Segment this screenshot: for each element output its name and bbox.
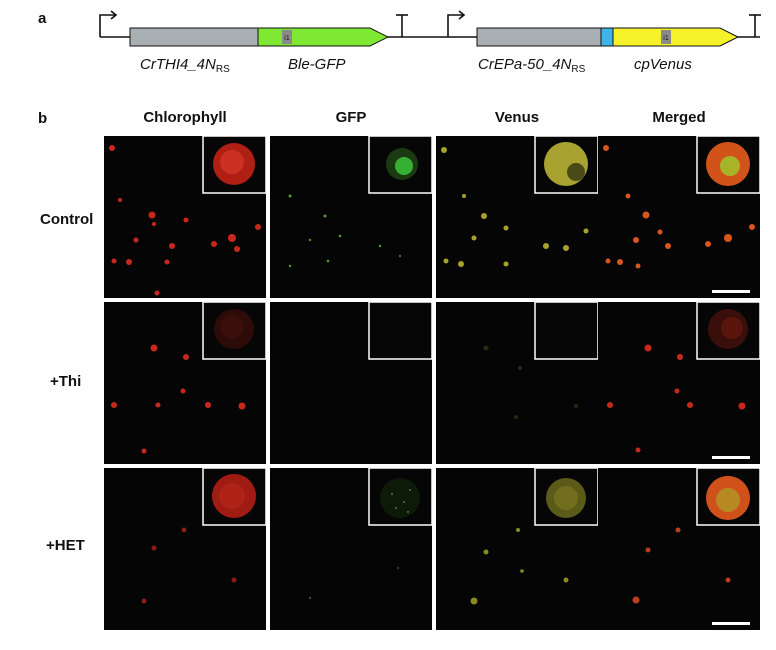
intron-2 (661, 30, 671, 44)
micrograph-thi-chlorophyll (104, 302, 266, 464)
micrograph-thi-venus (436, 302, 598, 464)
micrograph-het-venus (436, 468, 598, 630)
micrograph-het-chlorophyll (104, 468, 266, 630)
cpvenus-label: cpVenus (634, 56, 692, 73)
terminator-1 (396, 14, 408, 37)
row-header-control: Control (40, 211, 94, 228)
intron-1 (282, 30, 292, 44)
crepa-label: CrEPa-50_4NRS (478, 56, 586, 75)
scale-bar-het (712, 622, 750, 625)
linker-box (600, 27, 614, 47)
scale-bar-thi (712, 456, 750, 459)
cpvenus-box (612, 27, 740, 47)
column-header-gfp: GFP (335, 109, 367, 126)
micrograph-thi-merged (598, 302, 760, 464)
micrograph-control-chlorophyll (104, 136, 266, 298)
column-header-chlorophyll: Chlorophyll (143, 109, 227, 126)
row-header-het: +HET (46, 537, 85, 554)
crepa-box (476, 27, 602, 47)
promoter-arrow-1 (99, 10, 118, 37)
terminator-2 (749, 14, 761, 37)
intron-1-label: i1 (284, 35, 290, 42)
column-header-venus: Venus (494, 109, 540, 126)
crthi4-label: CrTHI4_4NRS (140, 56, 230, 75)
micrograph-control-merged (598, 136, 760, 298)
column-header-merged: Merged (652, 109, 706, 126)
intron-2-label: i1 (663, 35, 669, 42)
panel-b-letter: b (38, 110, 48, 127)
promoter-arrow-2 (447, 10, 466, 37)
micrograph-thi-gfp (270, 302, 432, 464)
crthi4-box (129, 27, 259, 47)
micrograph-control-venus (436, 136, 598, 298)
micrograph-control-gfp (270, 136, 432, 298)
panel-a-letter: a (38, 10, 47, 27)
scale-bar-control (712, 290, 750, 293)
row-header-thi: +Thi (50, 373, 82, 390)
micrograph-het-merged (598, 468, 760, 630)
construct-diagram: i1 i1 (99, 10, 761, 47)
micrograph-het-gfp (270, 468, 432, 630)
ble-gfp-label: Ble-GFP (288, 56, 346, 73)
ble-gfp-box (257, 27, 390, 47)
